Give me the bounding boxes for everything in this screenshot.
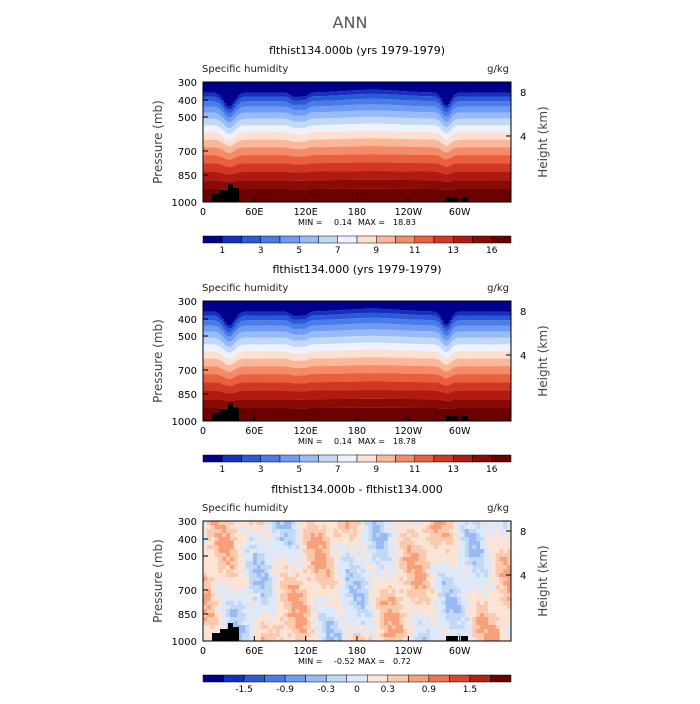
topography-mask [228,184,233,202]
units-label: g/kg [487,64,509,75]
topography-mask [220,190,228,202]
colorbar-label: 3 [258,246,264,256]
colorbar-swatch [299,236,318,243]
colorbar-label: 16 [486,246,498,256]
x-tick-label: 60E [245,207,263,218]
colorbar-swatch [222,236,241,243]
stat-max-label: MAX = [358,218,385,227]
y-tick-label: 500 [178,113,197,124]
y-right-axis-label: Height (km) [536,106,550,177]
colorbar-swatch [415,236,434,243]
topography-mask [446,197,458,202]
colorbar-swatch [338,236,357,243]
y-tick-label: 400 [178,96,197,107]
field-label: Specific humidity [202,283,288,294]
y-tick-label: 850 [178,171,197,182]
panel-title: flthist134.000b (yrs 1979-1979) [269,44,445,57]
colorbar-swatch [492,236,511,243]
x-tick-label: 180 [348,207,366,218]
colorbar-label: 9 [373,246,379,256]
units-label: g/kg [487,283,509,294]
panel-2: flthist134.000 (yrs 1979-1979) Specific h… [151,263,550,475]
x-tick-label: 0 [200,207,206,218]
y-tick-label: 700 [178,147,197,158]
topography-mask [212,194,220,202]
topography-mask [461,197,468,202]
panel-1: flthist134.000b (yrs 1979-1979) Specific … [151,44,550,256]
colorbar-swatch [473,236,492,243]
x-tick-label: 120E [294,207,318,218]
stat-min-label: MIN = [298,218,323,227]
y-tick-label: 300 [178,78,197,89]
colorbar-label: 11 [409,246,420,256]
field-label: Specific humidity [202,64,288,75]
colorbar-swatch [203,236,222,243]
colorbar-label: 5 [296,246,302,256]
plot-area [203,301,512,421]
colorbar-swatch [242,236,261,243]
y-axis-label: Pressure (mb) [151,100,165,184]
colorbar-swatch [453,236,472,243]
panel-title: flthist134.000 (yrs 1979-1979) [272,263,441,276]
y-tick-label: 1000 [172,198,197,209]
colorbar-label: 1 [219,246,225,256]
colorbar-swatch [280,236,299,243]
stat-max-value: 18.83 [393,218,416,227]
colorbar-swatch [319,236,338,243]
figure-title: ANN [333,13,368,32]
colorbar-swatch [376,236,395,243]
colorbar-label: 13 [448,246,459,256]
y-right-tick-label: 8 [520,88,526,99]
colorbar-swatch [396,236,415,243]
colorbar-swatch [357,236,376,243]
x-tick-label: 120W [395,207,423,218]
colorbar-label: 7 [335,246,341,256]
y-right-tick-label: 4 [520,132,526,143]
colorbar-swatch [261,236,280,243]
stat-min-value: 0.14 [334,218,352,227]
x-tick-label: 60W [449,207,471,218]
topography-mask [233,188,239,202]
colorbar-swatch [434,236,453,243]
plot-area [203,82,512,202]
